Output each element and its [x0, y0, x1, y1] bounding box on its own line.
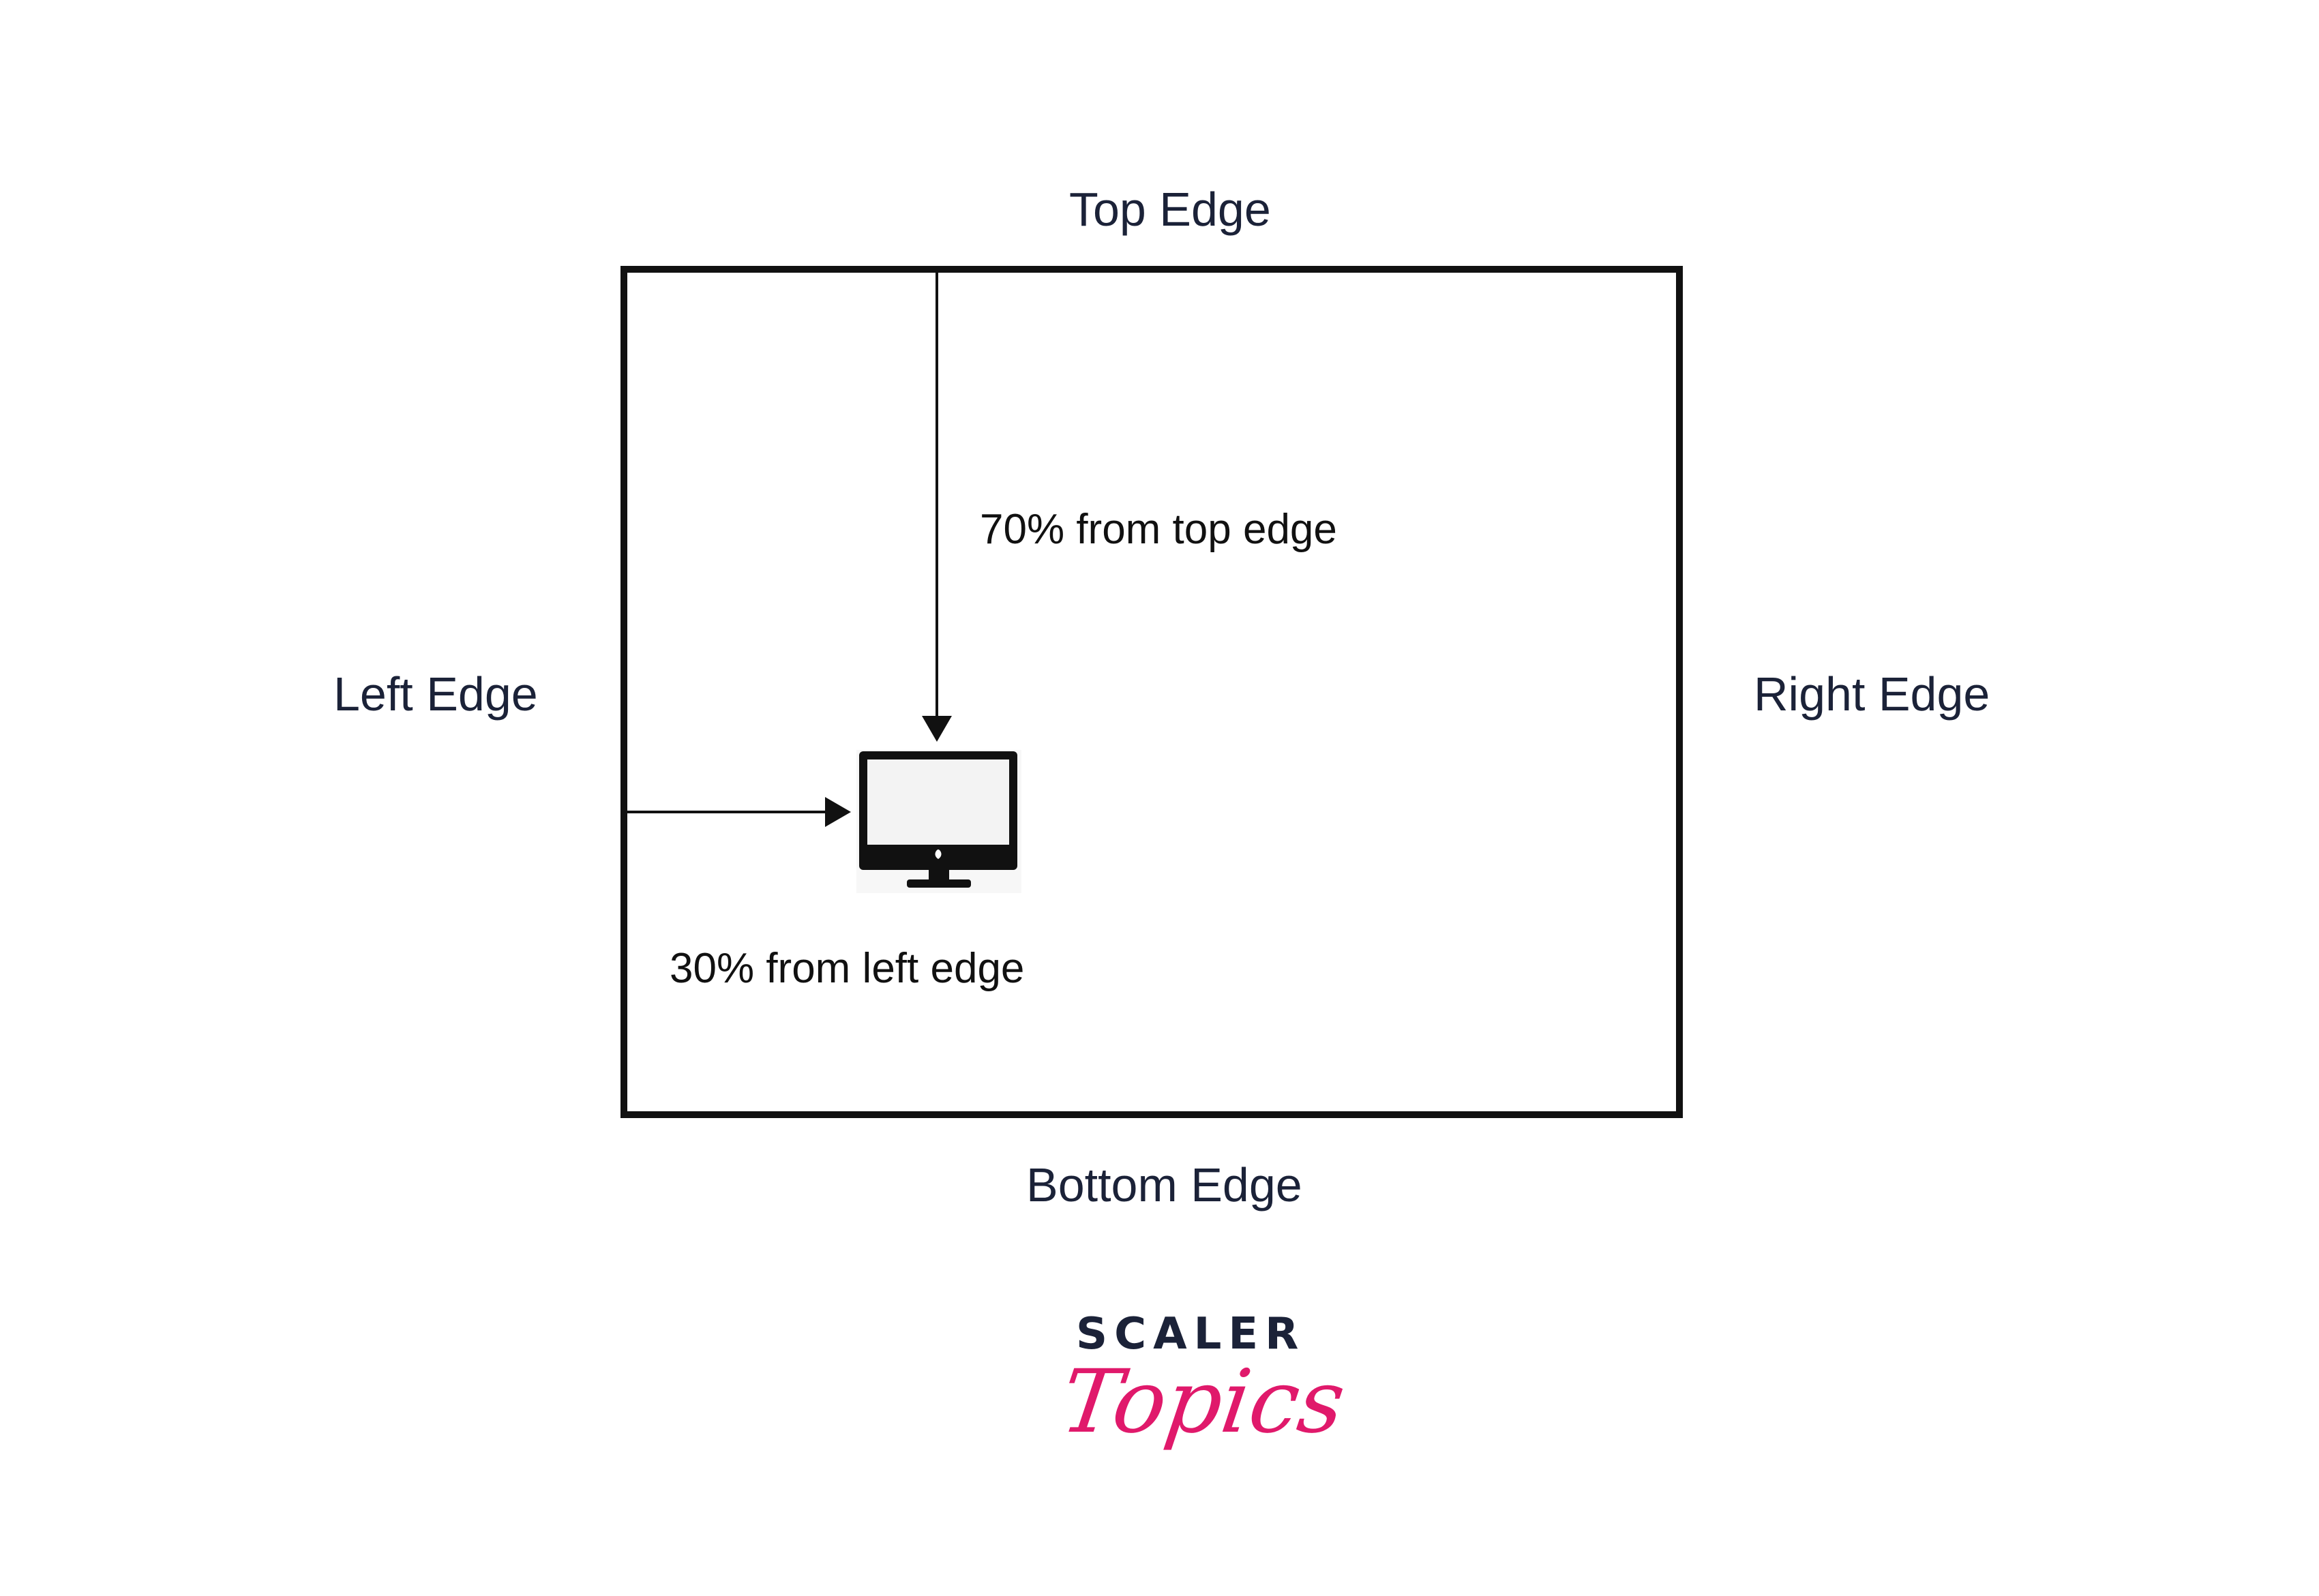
top-offset-annotation: 70% from top edge — [980, 506, 1337, 553]
viewport-box — [620, 266, 1683, 1118]
bottom-edge-label: Bottom Edge — [1026, 1158, 1302, 1211]
left-edge-label: Left Edge — [333, 667, 538, 721]
left-offset-annotation: 30% from left edge — [670, 945, 1025, 992]
logo-wordmark: SCALER — [1076, 1309, 1306, 1359]
top-edge-label: Top Edge — [1069, 183, 1271, 236]
right-edge-label: Right Edge — [1754, 667, 1990, 721]
desktop-monitor-icon — [856, 750, 1021, 893]
top-offset-arrow — [922, 273, 952, 742]
logo-script: Topics — [1055, 1351, 1351, 1453]
left-offset-arrow — [627, 797, 851, 827]
scaler-topics-logo: SCALER Topics — [1023, 1309, 1351, 1486]
